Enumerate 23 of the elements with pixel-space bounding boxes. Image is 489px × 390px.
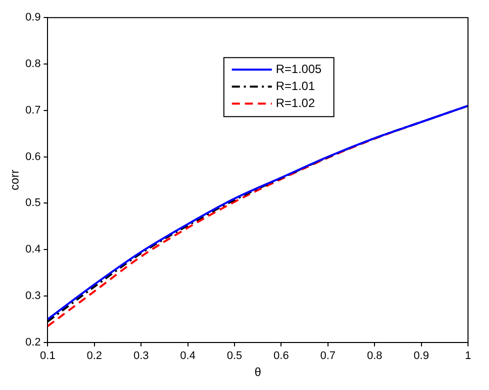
x-tick-label: 1 <box>464 350 472 362</box>
legend-label: R=1.01 <box>276 78 316 93</box>
y-axis-title: corr <box>8 170 22 190</box>
x-tick-label: 0.2 <box>86 350 102 362</box>
y-tick-label: 0.2 <box>25 336 41 348</box>
y-tick-label: 0.7 <box>25 104 41 116</box>
y-tick-label: 0.4 <box>25 244 41 256</box>
y-tick-label: 0.8 <box>25 58 41 70</box>
y-tick-label: 0.3 <box>25 290 41 302</box>
y-tick-label: 0.6 <box>25 150 41 163</box>
y-tick-label: 0.9 <box>25 12 41 24</box>
x-tick-label: 0.4 <box>180 350 196 362</box>
x-tick-label: 0.6 <box>274 350 289 362</box>
x-axis-title: θ <box>254 365 262 380</box>
x-tick-label: 0.8 <box>366 350 382 362</box>
legend-label: R=1.005 <box>276 62 322 76</box>
x-tick-label: 0.3 <box>133 350 149 362</box>
y-tick-label: 0.5 <box>25 197 41 210</box>
x-tick-label: 0.5 <box>226 350 242 362</box>
x-tick-label: 0.1 <box>40 350 56 362</box>
legend-label: R=1.02 <box>276 96 316 110</box>
x-tick-label: 0.7 <box>320 350 336 362</box>
x-tick-label: 0.9 <box>414 350 429 362</box>
